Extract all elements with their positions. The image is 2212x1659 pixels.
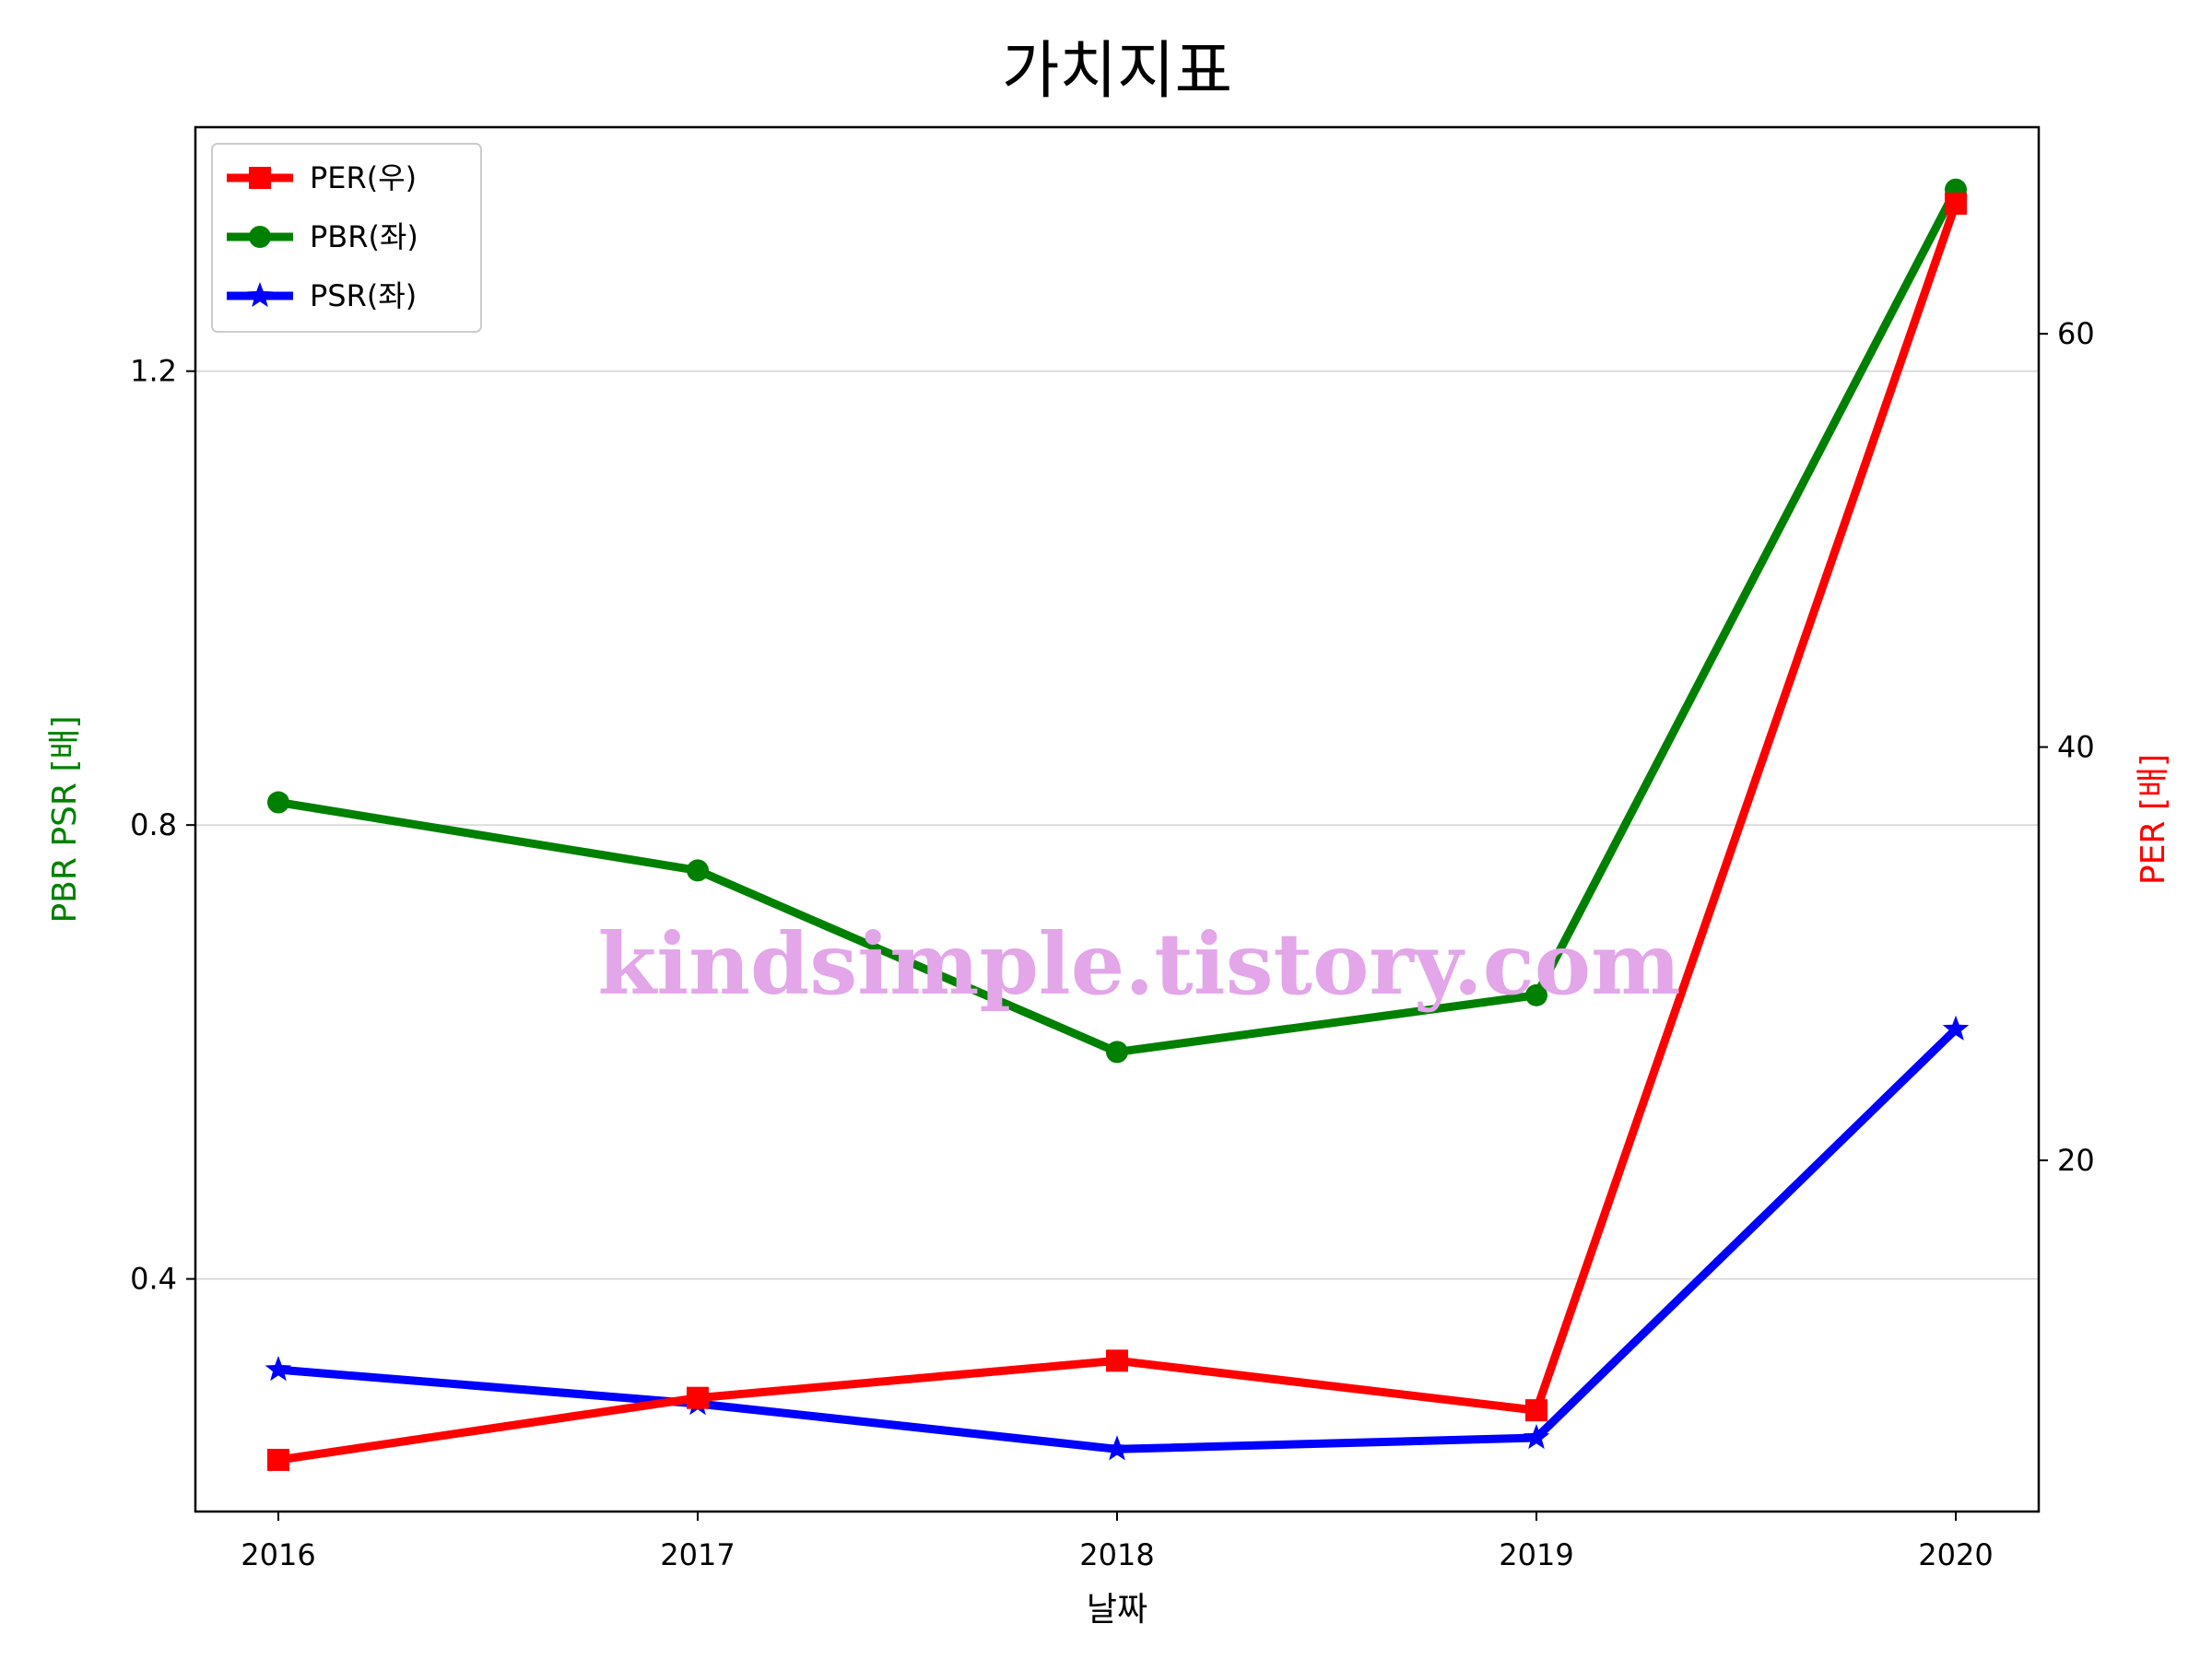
marker-star bbox=[265, 1356, 292, 1382]
series-star bbox=[265, 1015, 1970, 1461]
series-circle bbox=[267, 178, 1967, 1064]
legend-label: PER(우) bbox=[310, 160, 417, 195]
series-layer bbox=[265, 178, 1970, 1471]
marker-circle bbox=[249, 226, 271, 248]
x-axis: 2016 2017 2018 2019 2020 bbox=[241, 1512, 1994, 1572]
marker-square bbox=[1525, 1399, 1547, 1422]
right-y-tick-label: 60 bbox=[2057, 316, 2095, 351]
x-tick-label: 2020 bbox=[1918, 1537, 1993, 1572]
marker-circle bbox=[267, 791, 289, 814]
legend-label: PSR(좌) bbox=[310, 278, 417, 313]
marker-square bbox=[267, 1448, 289, 1471]
x-tick-label: 2018 bbox=[1079, 1537, 1154, 1572]
marker-circle bbox=[687, 859, 709, 882]
right-y-tick-label: 40 bbox=[2057, 730, 2095, 765]
chart-title: 가치지표 bbox=[1002, 35, 1232, 108]
marker-square bbox=[1945, 192, 1967, 215]
marker-star bbox=[1523, 1424, 1550, 1450]
left-y-tick-label: 0.8 bbox=[130, 807, 177, 842]
marker-circle bbox=[1525, 983, 1547, 1006]
right-y-tick-label: 20 bbox=[2057, 1143, 2095, 1178]
x-tick-label: 2017 bbox=[660, 1537, 735, 1572]
series-line bbox=[274, 1025, 1960, 1453]
marker-star bbox=[1103, 1435, 1131, 1461]
series-square bbox=[267, 192, 1967, 1471]
x-tick-label: 2016 bbox=[241, 1537, 315, 1572]
x-axis-label: 날짜 bbox=[1087, 1591, 1147, 1629]
marker-square bbox=[1106, 1349, 1128, 1372]
marker-star bbox=[246, 282, 274, 308]
left-y-axis: 0.4 0.8 1.2 bbox=[130, 354, 195, 1297]
legend-box bbox=[211, 143, 482, 333]
marker-star bbox=[1942, 1015, 1970, 1041]
left-y-tick-label: 1.2 bbox=[130, 354, 177, 389]
watermark-text: kindsimple.tistory.com bbox=[597, 914, 1680, 1014]
marker-square bbox=[687, 1386, 709, 1409]
left-y-tick-label: 0.4 bbox=[130, 1262, 177, 1297]
legend: PER(우) PBR(좌) PSR(좌) bbox=[211, 143, 482, 333]
right-y-axis-label: PER [배] bbox=[2135, 754, 2172, 885]
left-y-axis-label: PBR PSR [배] bbox=[46, 715, 84, 923]
grid-lines bbox=[195, 370, 2039, 1280]
right-y-axis: 20 40 60 bbox=[2039, 316, 2095, 1178]
legend-label: PBR(좌) bbox=[310, 219, 418, 254]
plot-frame bbox=[194, 125, 2041, 1513]
x-tick-label: 2019 bbox=[1499, 1537, 1573, 1572]
marker-square bbox=[249, 167, 271, 189]
marker-circle bbox=[1106, 1041, 1128, 1064]
